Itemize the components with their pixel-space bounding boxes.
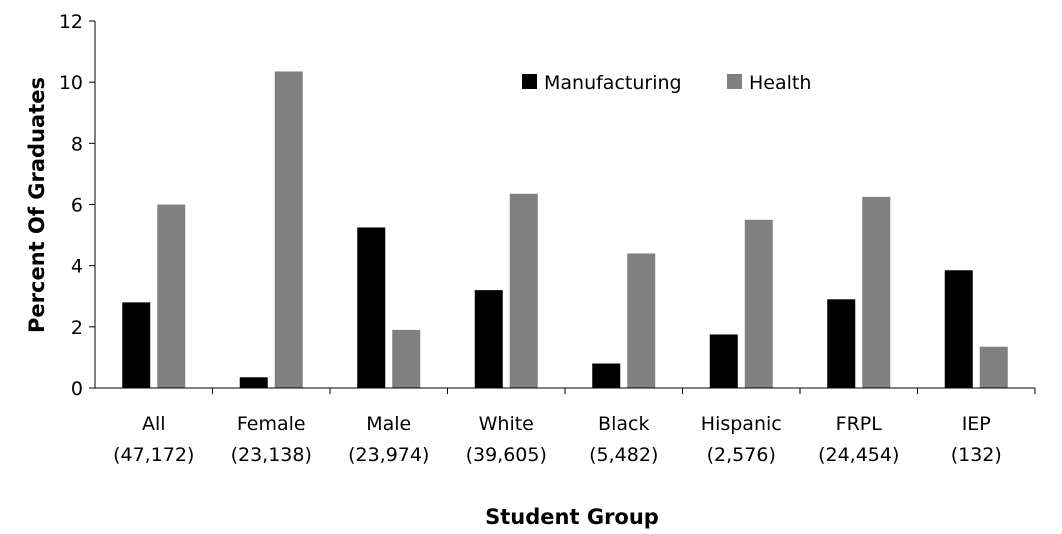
x-axis: All (47,172) Female (23,138) Male (23,974) Whi… — [95, 387, 1036, 466]
bar-health-all — [157, 204, 186, 388]
y-tick-label: 8 — [71, 133, 83, 155]
y-tick-label: 4 — [71, 256, 83, 278]
legend: Manufacturing Health — [522, 72, 811, 94]
bar-health-black — [627, 253, 656, 388]
x-tick-label: FRPL — [836, 413, 883, 435]
legend-swatch-manufacturing — [522, 74, 537, 89]
x-tick-label: White — [479, 413, 534, 435]
legend-label-health: Health — [749, 72, 811, 94]
x-tick-label: Hispanic — [701, 413, 782, 435]
y-axis: 0 2 4 6 8 10 12 — [59, 11, 96, 400]
x-tick-count-label: (23,138) — [231, 444, 312, 466]
bar-health-frpl — [862, 196, 891, 388]
x-tick-count-label: (24,454) — [818, 444, 899, 466]
bar-manufacturing-frpl — [827, 299, 856, 388]
x-tick-label: IEP — [962, 413, 991, 435]
bar-health-white — [509, 193, 538, 388]
bar-health-iep — [979, 346, 1008, 388]
x-tick-label: Black — [598, 413, 649, 435]
x-tick-label: All — [142, 413, 166, 435]
bar-manufacturing-black — [592, 363, 621, 388]
y-tick-label: 2 — [71, 317, 83, 339]
legend-label-manufacturing: Manufacturing — [544, 72, 682, 94]
y-tick-label: 6 — [71, 195, 83, 217]
x-axis-title: Student Group — [485, 505, 659, 529]
x-tick-count-label: (5,482) — [589, 444, 658, 466]
y-axis-title: Percent Of Graduates — [25, 77, 49, 333]
bar-manufacturing-male — [357, 227, 386, 388]
x-tick-count-label: (39,605) — [466, 444, 547, 466]
bars — [122, 71, 1008, 389]
bar-manufacturing-hispanic — [709, 334, 738, 388]
x-tick-count-label: (47,172) — [113, 444, 194, 466]
bar-manufacturing-female — [239, 377, 268, 388]
x-tick-label: Female — [237, 413, 306, 435]
bar-manufacturing-white — [474, 290, 503, 388]
legend-swatch-health — [727, 74, 742, 89]
x-tick-count-label: (2,576) — [707, 444, 776, 466]
bar-manufacturing-iep — [944, 270, 973, 388]
x-tick-label: Male — [366, 413, 411, 435]
bar-health-male — [392, 329, 421, 388]
x-tick-count-label: (132) — [951, 444, 1002, 466]
bar-manufacturing-all — [122, 302, 151, 388]
bar-health-hispanic — [744, 219, 773, 388]
y-tick-label: 0 — [71, 378, 83, 400]
bar-health-female — [274, 71, 303, 389]
x-tick-count-label: (23,974) — [348, 444, 429, 466]
y-tick-label: 10 — [59, 72, 83, 94]
y-tick-label: 12 — [59, 11, 83, 33]
